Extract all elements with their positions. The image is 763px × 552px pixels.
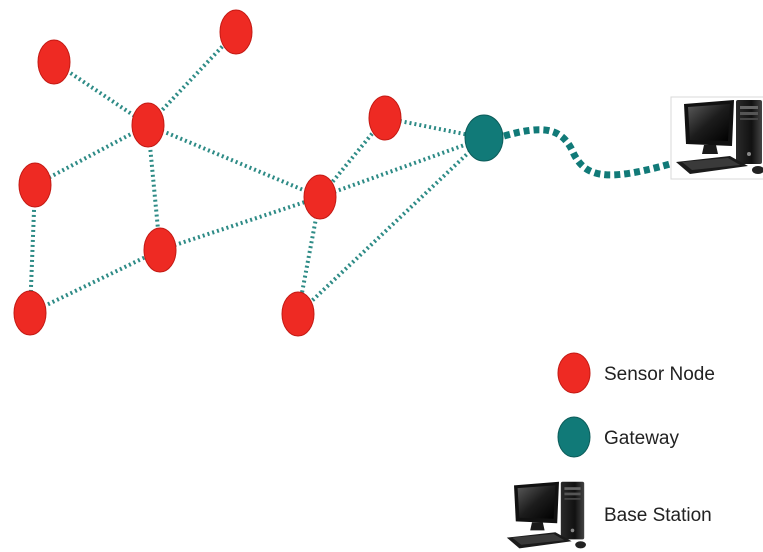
desktop-computer-icon bbox=[506, 481, 586, 549]
legend-base-station-label: Base Station bbox=[604, 505, 712, 526]
desktop-computer-icon bbox=[676, 100, 763, 174]
sensor-node bbox=[143, 227, 177, 273]
link bbox=[29, 248, 161, 315]
link bbox=[52, 60, 150, 127]
base-station bbox=[670, 96, 763, 180]
link bbox=[159, 195, 321, 252]
link bbox=[146, 30, 238, 127]
gateway-uplink bbox=[503, 126, 671, 179]
legend-sensor-node-label: Sensor Node bbox=[604, 364, 715, 385]
sensor-node bbox=[219, 9, 253, 55]
link bbox=[296, 136, 486, 316]
sensor-node bbox=[37, 39, 71, 85]
sensor-node bbox=[18, 162, 52, 208]
legend: Sensor Node Gateway Base Station bbox=[506, 352, 715, 549]
legend-gateway-icon bbox=[557, 416, 591, 458]
gateway-node bbox=[464, 114, 504, 162]
legend-sensor-node-icon bbox=[557, 352, 591, 394]
link bbox=[384, 116, 485, 140]
sensor-node bbox=[131, 102, 165, 148]
sensor-nodes bbox=[13, 9, 402, 337]
sensor-node bbox=[368, 95, 402, 141]
sensor-node bbox=[281, 291, 315, 337]
legend-gateway-label: Gateway bbox=[604, 428, 679, 449]
network-links bbox=[28, 30, 671, 316]
link bbox=[34, 123, 149, 187]
link bbox=[319, 136, 485, 199]
sensor-node bbox=[303, 174, 337, 220]
sensor-node bbox=[13, 290, 47, 336]
link bbox=[147, 123, 321, 199]
